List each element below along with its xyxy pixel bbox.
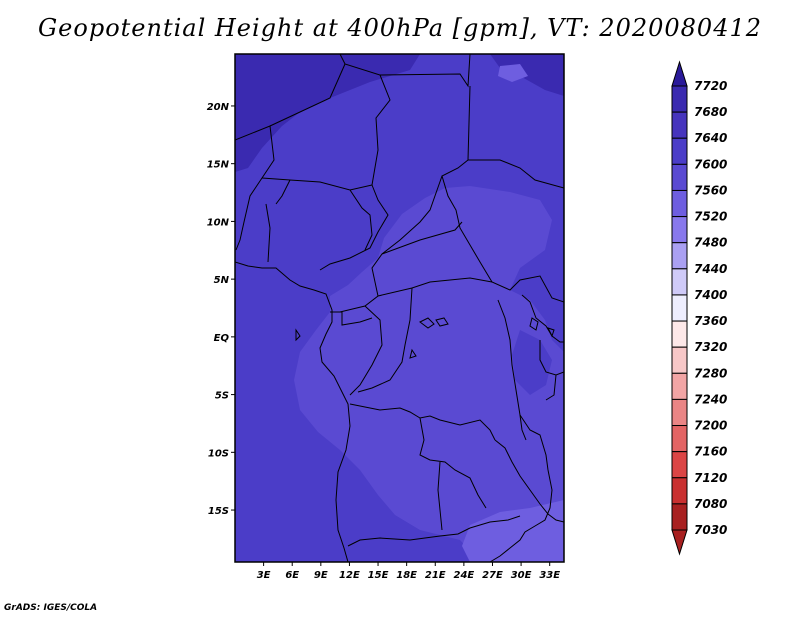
field-band-7680 — [235, 54, 420, 172]
map-frame — [234, 53, 565, 563]
colorbar-swatch — [671, 346, 688, 374]
lon-tick-label: 27E — [482, 570, 503, 581]
colorbar-label: 7240 — [694, 392, 727, 406]
country-boundaries — [235, 54, 564, 562]
lon-tick-label: 3E — [257, 570, 271, 581]
colorbar-swatch — [671, 451, 688, 479]
field-band-7520 — [462, 500, 564, 562]
colorbar-swatch — [671, 477, 688, 505]
colorbar-swatch — [671, 320, 688, 348]
lat-tick-label: 5N — [214, 275, 230, 286]
colorbar-swatch — [671, 294, 688, 322]
lon-tick-label: 24E — [453, 570, 474, 581]
lon-tick-label: 9E — [314, 570, 328, 581]
colorbar-label: 7400 — [694, 288, 727, 302]
colorbar-label: 7280 — [694, 366, 727, 380]
lon-tick-label: 21E — [425, 570, 446, 581]
colorbar-label: 7640 — [694, 131, 727, 145]
colorbar-swatch — [671, 163, 688, 191]
colorbar-swatch — [671, 137, 688, 165]
lakes — [295, 317, 555, 359]
colorbar-label: 7080 — [694, 497, 727, 511]
lat-tick-label: 20N — [207, 102, 230, 113]
colorbar-label: 7680 — [694, 105, 727, 119]
colorbar-swatch — [671, 398, 688, 427]
colorbar-label: 7600 — [694, 157, 727, 171]
colorbar-label: 7720 — [694, 79, 727, 93]
colorbar-bottom-arrow — [671, 529, 688, 556]
lat-tick-label: EQ — [214, 333, 230, 344]
colorbar-label: 7120 — [694, 471, 727, 485]
colorbar: 7720 7680 7640 7600 7560 7520 7480 7440 7400 7360… — [671, 60, 727, 556]
lon-tick-label: 18E — [396, 570, 417, 581]
lon-tick-label: 30E — [511, 570, 532, 581]
height-field — [235, 54, 564, 562]
colorbar-swatch — [671, 111, 688, 139]
field-band-7560-east — [512, 330, 552, 395]
colorbar-label: 7520 — [694, 210, 727, 224]
lat-tick-label: 10N — [207, 217, 230, 228]
colorbar-label: 7480 — [694, 236, 727, 250]
colorbar-label: 7440 — [694, 262, 727, 276]
colorbar-label: 7160 — [694, 445, 727, 459]
field-patch-7520-north — [498, 64, 528, 82]
colorbar-swatch — [671, 425, 688, 453]
colorbar-swatch — [671, 189, 688, 218]
lon-tick-label: 12E — [339, 570, 360, 581]
colorbar-label: 7320 — [694, 340, 727, 354]
lon-tick-label: 15E — [368, 570, 389, 581]
lat-tick-label: 5S — [215, 391, 229, 402]
colorbar-swatch — [671, 503, 688, 531]
lon-tick-label: 6E — [285, 570, 299, 581]
colorbar-label: 7360 — [694, 314, 727, 328]
colorbar-swatch — [671, 216, 688, 244]
colorbar-label: 7200 — [694, 419, 727, 433]
colorbar-swatch — [671, 268, 688, 296]
colorbar-swatch — [671, 372, 688, 400]
field-band-7560 — [294, 186, 564, 562]
longitude-axis: 3E 6E 9E 12E 15E 18E 21E 24E 27E 30E 33E — [257, 562, 560, 581]
lat-tick-label: 10S — [208, 448, 229, 459]
colorbar-swatch — [671, 85, 688, 113]
lat-tick-label: 15S — [208, 506, 229, 517]
colorbar-label: 7030 — [694, 523, 727, 537]
grads-credit: GrADS: IGES/COLA — [4, 603, 98, 613]
colorbar-swatch — [671, 242, 688, 270]
lon-tick-label: 33E — [539, 570, 560, 581]
lat-tick-label: 15N — [207, 160, 230, 171]
chart-title: Geopotential Height at 400hPa [gpm], VT:… — [38, 14, 762, 42]
latitude-axis: 20N 15N 10N 5N EQ 5S 10S 15S — [207, 102, 235, 517]
colorbar-top-arrow — [671, 60, 688, 87]
colorbar-label: 7560 — [694, 183, 727, 197]
